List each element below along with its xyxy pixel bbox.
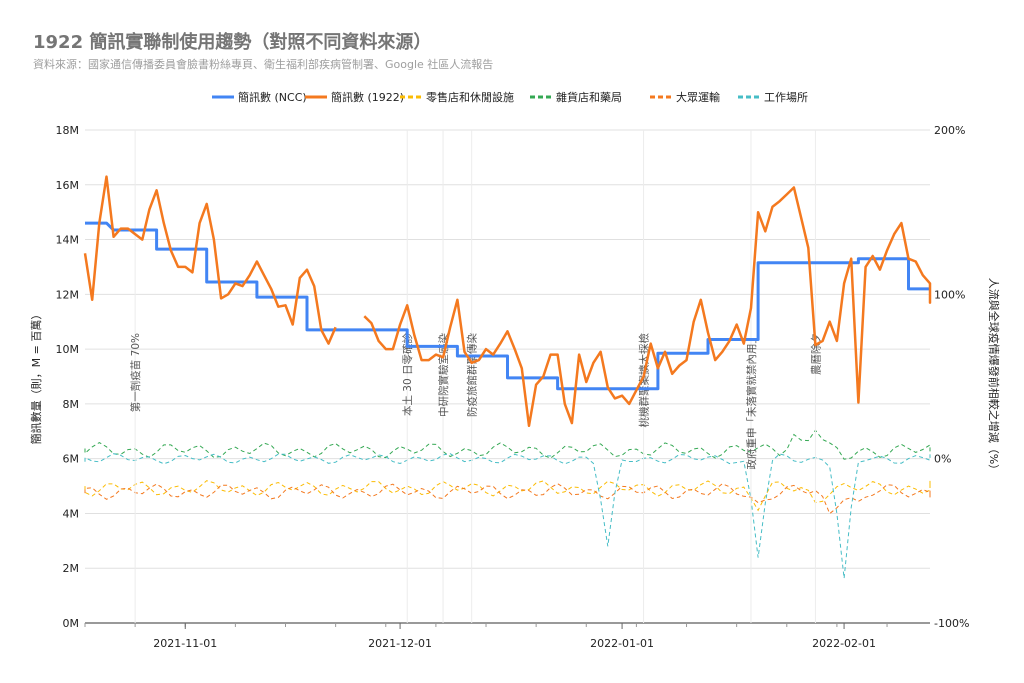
y2-tick-label: 0% — [934, 453, 951, 466]
y-axis-title: 簡訊數量（則，M = 百萬） — [29, 309, 43, 445]
series-line-mobility — [84, 483, 931, 515]
y-tick-label: 10M — [56, 343, 80, 356]
annotation-label: 本土 30 日零確診 — [401, 333, 414, 417]
series-line-sms — [85, 221, 930, 391]
y2-tick-label: 200% — [934, 124, 965, 137]
annotation-label: 中研院實驗室感染 — [437, 333, 450, 417]
legend-label: 工作場所 — [764, 91, 808, 104]
annotation-lines: 第一劑疫苗 70% 本土 30 日零確診 中研院實驗室感染 防疫旅館群聚傳染 桃機群聚案… — [129, 130, 822, 623]
annotation-label: 防疫旅館群聚傳染 — [466, 333, 479, 417]
legend-label: 大眾運輸 — [676, 90, 720, 104]
series-line-sms — [83, 175, 337, 345]
y-tick-label: 4M — [63, 507, 80, 520]
series-line-mobility — [84, 429, 931, 460]
legend-label: 簡訊數 (NCC) — [238, 90, 307, 104]
x-tick-label: 2022-02-01 — [812, 637, 876, 650]
annotation-label: 政府重申「未落實就禁內用」 — [745, 333, 758, 470]
y-tick-label: 16M — [56, 179, 80, 192]
chart-subtitle: 資料來源：國家通信傳播委員會臉書粉絲專頁、衛生福利部疾病管制署、Google 社… — [33, 58, 494, 71]
x-tick-label: 2022-01-01 — [590, 637, 654, 650]
legend-label: 零售店和休閒設施 — [426, 90, 514, 104]
annotation-label: 桃機群聚案擴大採檢 — [638, 333, 651, 428]
series-line-mobility — [84, 480, 931, 512]
y2-tick-label: 100% — [934, 288, 965, 301]
chart-title: 1922 簡訊實聯制使用趨勢（對照不同資料來源） — [33, 32, 432, 53]
y2-axis-title: 人流與全球疫情爆發前相較之增減（%） — [987, 278, 1001, 475]
sms-lines — [83, 175, 932, 428]
legend-label: 雜貨店和藥局 — [556, 90, 622, 104]
y2-tick-label: -100% — [934, 617, 969, 630]
y-tick-label: 8M — [63, 398, 80, 411]
y-tick-label: 12M — [56, 288, 80, 301]
series-line-sms — [363, 186, 932, 428]
x-tick-label: 2021-11-01 — [153, 637, 217, 650]
axes: 0M 2M 4M 6M 8M 10M 12M 14M 16M 18M -100% 0% 100% 200%… — [29, 124, 1001, 650]
y-tick-label: 18M — [56, 124, 80, 137]
series-line-mobility — [84, 453, 931, 579]
y-tick-label: 2M — [63, 562, 80, 575]
gridlines — [85, 129, 930, 624]
x-tick-label: 2021-12-01 — [368, 637, 432, 650]
y-tick-label: 6M — [63, 453, 80, 466]
y-tick-label: 14M — [56, 234, 80, 247]
legend: 簡訊數 (NCC) 簡訊數 (1922) 零售店和休閒設施 雜貨店和藥局 大眾運輸 工作場… — [212, 90, 808, 104]
annotation-label: 第一劑疫苗 70% — [129, 333, 142, 412]
y-tick-label: 0M — [63, 617, 80, 630]
legend-label: 簡訊數 (1922) — [331, 90, 404, 104]
mobility-lines — [84, 429, 931, 579]
